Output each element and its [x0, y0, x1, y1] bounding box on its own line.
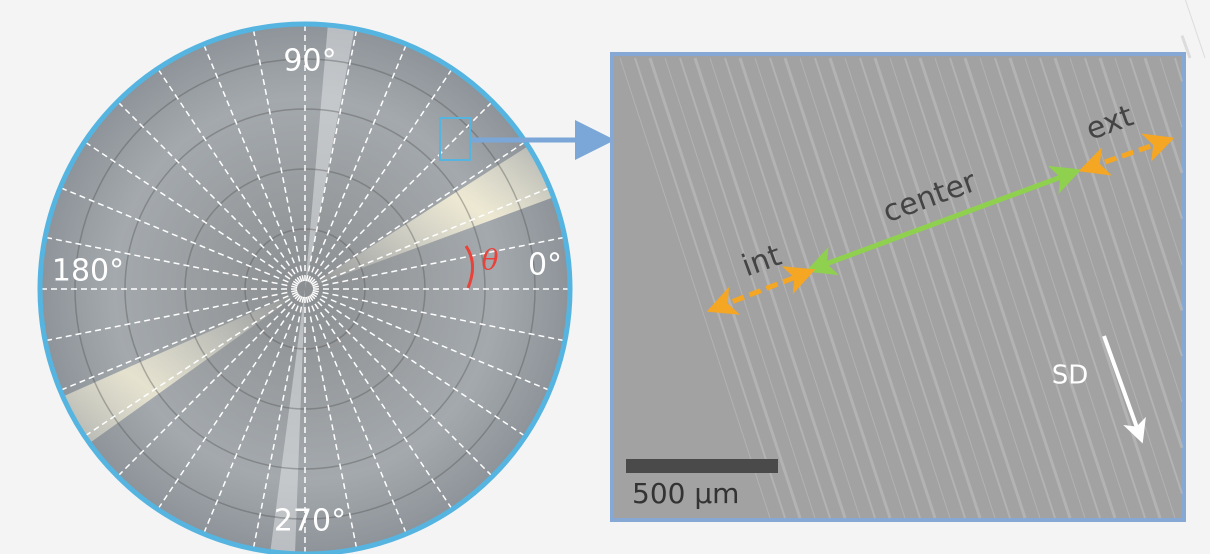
texture-streak [1159, 57, 1183, 128]
spoke [200, 39, 303, 282]
texture-streak [889, 57, 1041, 519]
angle-label: 0° [528, 248, 562, 283]
zoom-box [439, 117, 471, 161]
texture-streak [859, 57, 1011, 519]
texture-streak [949, 57, 1101, 519]
spoke [80, 138, 299, 286]
spoke [80, 292, 299, 440]
spoke [310, 97, 497, 284]
spoke [251, 296, 305, 552]
spoke [312, 184, 555, 287]
polar-disk: 90° 180° 0° 270° θ [37, 21, 573, 554]
texture-streak [1143, 57, 1184, 174]
texture-streak [814, 57, 966, 519]
spoke [200, 296, 303, 539]
ext-arrow [1078, 133, 1175, 176]
center-arrow [805, 165, 1082, 276]
theta-label: θ [482, 244, 499, 277]
texture-streak [619, 57, 771, 519]
theta-arc [464, 245, 474, 289]
spoke [311, 292, 530, 440]
texture-streak [904, 57, 1056, 519]
spoke [305, 296, 359, 552]
disk-border [37, 21, 573, 554]
angle-label: 180° [52, 254, 124, 289]
spoke [312, 289, 568, 343]
texture-streak [754, 57, 906, 519]
texture-streak [1098, 57, 1184, 311]
scale-bar-label: 500 µm [632, 477, 739, 510]
spoke [312, 291, 555, 394]
texture-streak [979, 57, 1131, 519]
texture-streak [1039, 57, 1183, 494]
texture-streak [994, 57, 1146, 519]
spoke [312, 235, 568, 289]
texture-streak [828, 57, 982, 519]
spoke [307, 296, 410, 539]
spoke [305, 26, 359, 282]
sd-label: SD [1052, 361, 1089, 391]
spoke [42, 235, 298, 289]
spoke [154, 64, 302, 283]
texture-streak [1174, 57, 1183, 82]
texture-streak [934, 57, 1086, 519]
texture-streak [1069, 57, 1183, 403]
spoke [251, 26, 305, 282]
sem-panel: int center ext SD 500 µm [610, 0, 1206, 522]
spoke [307, 39, 410, 282]
spoke [311, 138, 530, 286]
sd-arrow [1102, 335, 1146, 444]
spoke [55, 184, 298, 287]
texture-streak [1024, 57, 1176, 519]
spoke [310, 294, 497, 481]
angle-label: 270° [274, 504, 346, 539]
texture-streak [1084, 57, 1183, 357]
texture-streak [844, 57, 996, 519]
spoke [113, 294, 300, 481]
texture-streak [783, 57, 937, 519]
spoke [308, 64, 456, 283]
spoke [42, 289, 298, 343]
texture-streak [873, 57, 1027, 519]
spoke [113, 97, 300, 284]
texture-streak [769, 57, 921, 519]
texture-streak [1184, 0, 1206, 59]
spoke [55, 291, 298, 394]
spoke [308, 295, 456, 514]
int-arrow [706, 266, 816, 315]
texture-streak [1053, 57, 1184, 449]
spoke [154, 295, 302, 514]
texture-streak [1180, 35, 1192, 59]
texture-streak [963, 57, 1117, 519]
angle-label: 90° [283, 44, 336, 79]
texture-streak [918, 57, 1072, 519]
texture-streak [799, 57, 951, 519]
scale-bar [626, 459, 778, 473]
